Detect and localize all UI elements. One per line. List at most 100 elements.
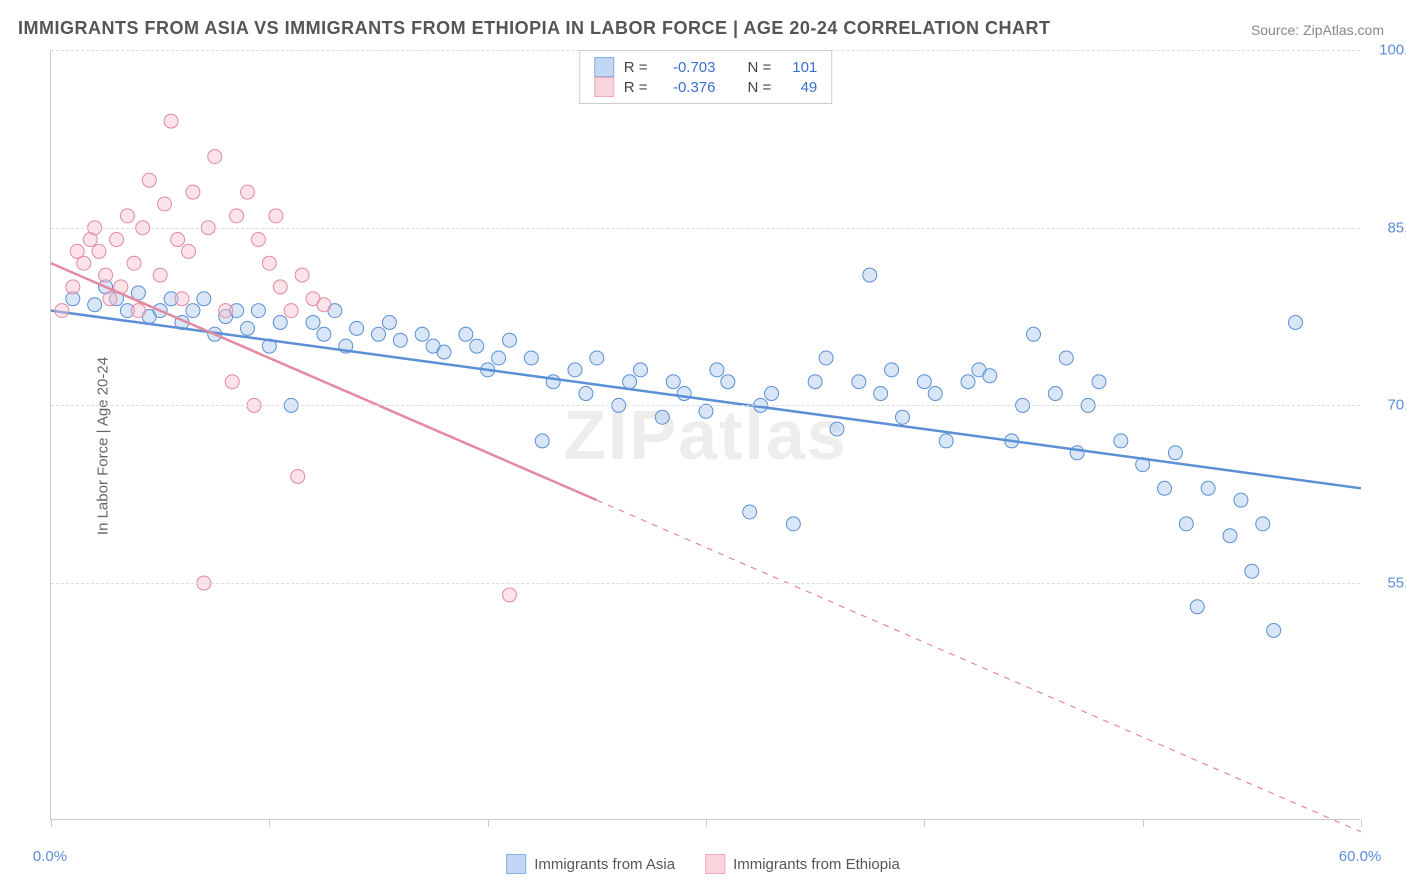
data-point xyxy=(99,268,113,282)
data-point xyxy=(1027,327,1041,341)
stat-r-value: -0.376 xyxy=(658,79,716,96)
data-point xyxy=(961,375,975,389)
x-tick-mark xyxy=(488,819,489,827)
stat-n-label: N = xyxy=(748,59,772,76)
data-point xyxy=(66,280,80,294)
x-tick-mark xyxy=(924,819,925,827)
data-point xyxy=(1201,481,1215,495)
data-point xyxy=(295,268,309,282)
data-point xyxy=(1158,481,1172,495)
data-point xyxy=(546,375,560,389)
data-point xyxy=(655,410,669,424)
data-point xyxy=(470,339,484,353)
data-point xyxy=(186,304,200,318)
legend-label: Immigrants from Asia xyxy=(534,856,675,873)
data-point xyxy=(874,387,888,401)
data-point xyxy=(765,387,779,401)
data-point xyxy=(284,304,298,318)
plot-area: ZIPatlas 55.0%70.0%85.0%100.0%R =-0.703N… xyxy=(50,50,1360,820)
data-point xyxy=(269,209,283,223)
data-point xyxy=(186,185,200,199)
y-gridline xyxy=(51,228,1360,229)
chart-title: IMMIGRANTS FROM ASIA VS IMMIGRANTS FROM … xyxy=(18,18,1051,39)
data-point xyxy=(382,315,396,329)
data-point xyxy=(241,321,255,335)
data-point xyxy=(88,298,102,312)
data-point xyxy=(1179,517,1193,531)
data-point xyxy=(55,304,69,318)
data-point xyxy=(158,197,172,211)
data-point xyxy=(590,351,604,365)
data-point xyxy=(623,375,637,389)
data-point xyxy=(492,351,506,365)
data-point xyxy=(535,434,549,448)
data-point xyxy=(1234,493,1248,507)
data-point xyxy=(225,375,239,389)
data-point xyxy=(819,351,833,365)
legend-label: Immigrants from Ethiopia xyxy=(733,856,900,873)
data-point xyxy=(983,369,997,383)
data-point xyxy=(120,209,134,223)
data-point xyxy=(1245,564,1259,578)
stat-n-value: 49 xyxy=(781,79,817,96)
data-point xyxy=(568,363,582,377)
data-point xyxy=(928,387,942,401)
data-point xyxy=(939,434,953,448)
stats-legend-row: R =-0.703N =101 xyxy=(594,57,818,77)
data-point xyxy=(251,304,265,318)
data-point xyxy=(127,256,141,270)
data-point xyxy=(241,185,255,199)
data-point xyxy=(350,321,364,335)
stat-r-label: R = xyxy=(624,59,648,76)
data-point xyxy=(92,244,106,258)
data-point xyxy=(142,173,156,187)
x-tick-mark xyxy=(51,819,52,827)
x-tick-mark xyxy=(706,819,707,827)
data-point xyxy=(175,292,189,306)
data-point xyxy=(1048,387,1062,401)
chart-container: IMMIGRANTS FROM ASIA VS IMMIGRANTS FROM … xyxy=(0,0,1406,892)
data-point xyxy=(317,327,331,341)
x-tick-label: 60.0% xyxy=(1339,848,1382,865)
y-tick-label: 70.0% xyxy=(1370,397,1406,414)
trend-line xyxy=(51,311,1361,489)
data-point xyxy=(743,505,757,519)
x-tick-mark xyxy=(269,819,270,827)
data-point xyxy=(852,375,866,389)
data-point xyxy=(503,333,517,347)
data-point xyxy=(415,327,429,341)
y-tick-label: 85.0% xyxy=(1370,219,1406,236)
data-point xyxy=(182,244,196,258)
data-point xyxy=(1289,315,1303,329)
y-gridline xyxy=(51,583,1360,584)
data-point xyxy=(164,114,178,128)
legend-swatch xyxy=(594,77,614,97)
legend-item: Immigrants from Asia xyxy=(506,854,675,874)
data-point xyxy=(230,209,244,223)
chart-svg xyxy=(51,50,1360,819)
stat-n-label: N = xyxy=(748,79,772,96)
data-point xyxy=(1256,517,1270,531)
data-point xyxy=(885,363,899,377)
data-point xyxy=(503,588,517,602)
data-point xyxy=(77,256,91,270)
data-point xyxy=(197,292,211,306)
data-point xyxy=(273,280,287,294)
data-point xyxy=(666,375,680,389)
stats-legend: R =-0.703N =101R =-0.376N =49 xyxy=(579,50,833,104)
data-point xyxy=(1114,434,1128,448)
data-point xyxy=(677,387,691,401)
data-point xyxy=(251,233,265,247)
data-point xyxy=(1168,446,1182,460)
data-point xyxy=(710,363,724,377)
legend-swatch xyxy=(594,57,614,77)
stat-r-value: -0.703 xyxy=(658,59,716,76)
data-point xyxy=(317,298,331,312)
data-point xyxy=(1092,375,1106,389)
bottom-legend: Immigrants from Asia Immigrants from Ethi… xyxy=(506,854,900,874)
data-point xyxy=(153,268,167,282)
data-point xyxy=(459,327,473,341)
legend-item: Immigrants from Ethiopia xyxy=(705,854,900,874)
y-tick-label: 100.0% xyxy=(1370,42,1406,59)
data-point xyxy=(634,363,648,377)
